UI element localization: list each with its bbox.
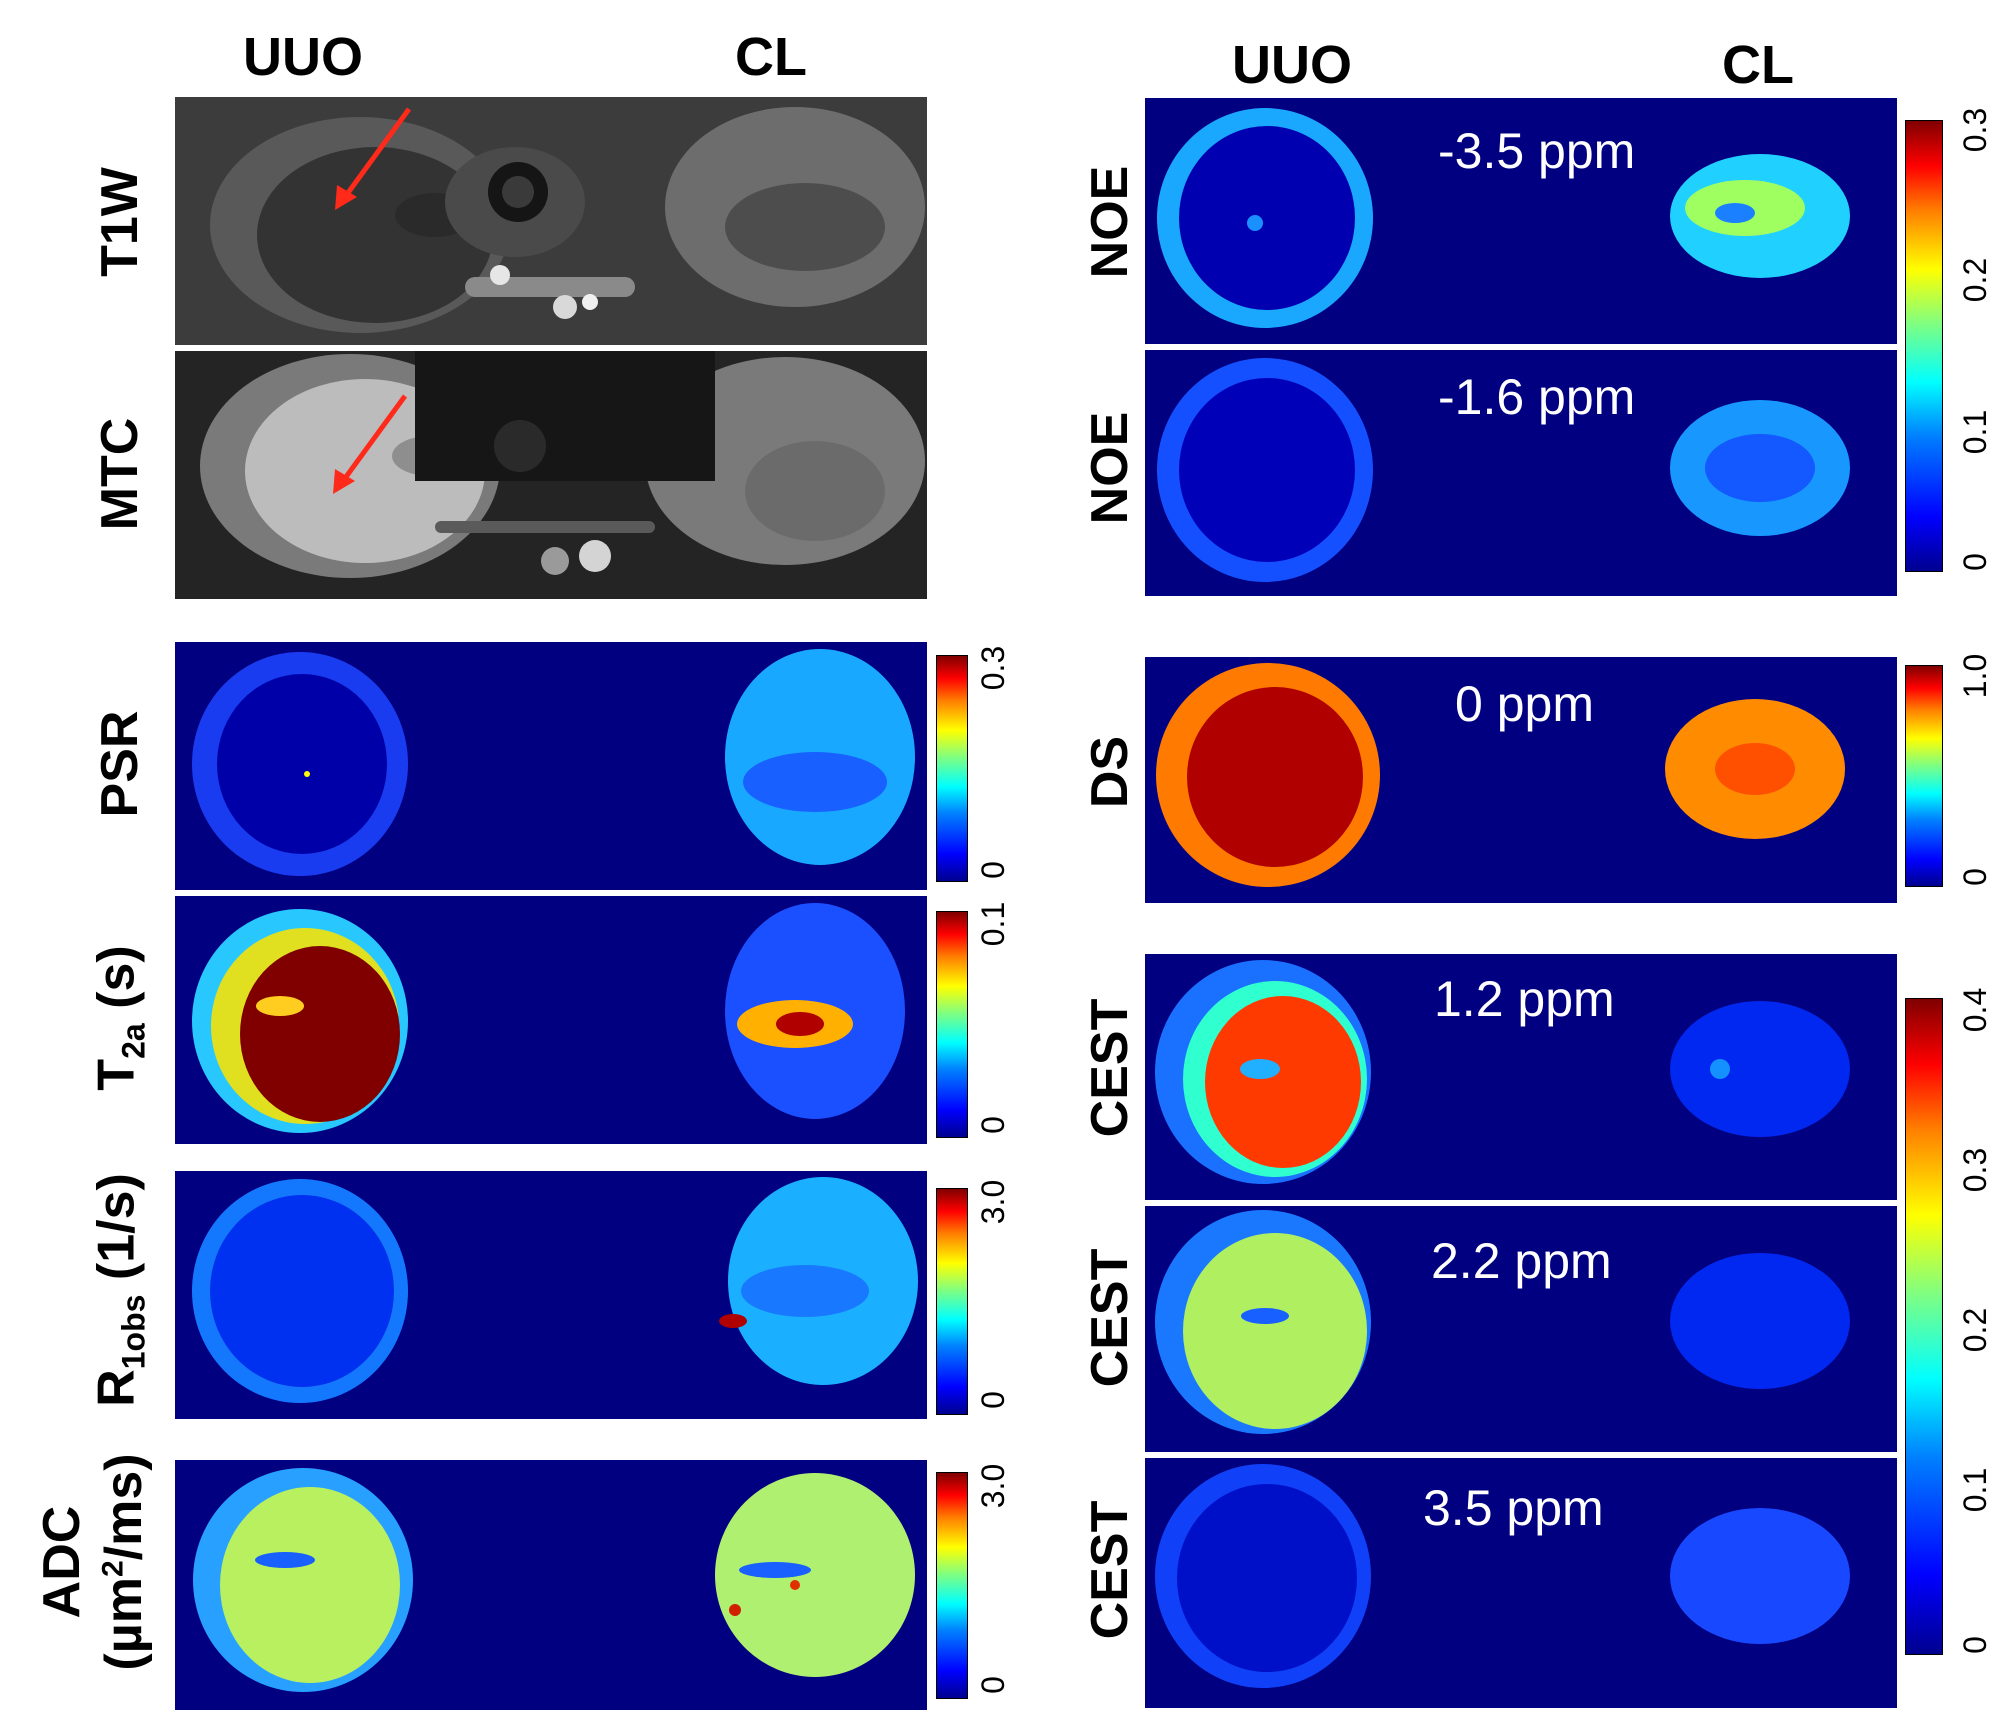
- colorbar-adc-min: 0: [975, 1676, 1011, 1694]
- colorbar-r1obs-min: 0: [975, 1391, 1011, 1409]
- ds-map: [1156, 663, 1845, 887]
- colorbar-t2a-max: 0.1: [975, 901, 1011, 947]
- left-col-header-cl: CL: [735, 27, 807, 87]
- noe-2-map: [1157, 358, 1850, 582]
- ppm-label-cest-1: 1.2 ppm: [1434, 971, 1615, 1027]
- colorbar-psr-min: 0: [975, 861, 1011, 879]
- left-col-header-uuo: UUO: [243, 27, 363, 87]
- colorbar-cest-tick-1: 0.1: [1957, 1467, 1993, 1513]
- ppm-label-ds: 0 ppm: [1455, 676, 1594, 732]
- colorbar-cest-tick-4: 0.4: [1957, 987, 1993, 1033]
- t2a-map: [192, 903, 905, 1133]
- adc-map: [193, 1468, 915, 1692]
- ppm-label-cest-3: 3.5 ppm: [1423, 1480, 1604, 1536]
- row-label-r1obs: R1obs (1/s): [87, 1173, 152, 1407]
- row-label-adc-unit: (µm2/ms): [95, 1453, 153, 1671]
- colorbar-psr-max: 0.3: [975, 645, 1011, 691]
- colorbar-cest-tick-0: 0: [1957, 1636, 1993, 1654]
- r1obs-unit: (1/s): [87, 1173, 146, 1281]
- colorbar-noe-tick-1: 0.1: [1957, 409, 1993, 455]
- colorbar-r1obs-max: 3.0: [975, 1179, 1011, 1225]
- row-label-ds: DS: [1081, 735, 1139, 809]
- adc-unit-post: /ms): [95, 1453, 153, 1561]
- t2a-sub: 2a: [115, 1023, 152, 1059]
- r1obs-main: R: [87, 1369, 146, 1407]
- t2a-main: T: [87, 1058, 146, 1091]
- panel-cest-1: 1.2 ppm: [1145, 954, 1897, 1200]
- colorbar-t2a-min: 0: [975, 1116, 1011, 1134]
- colorbar-noe: [1905, 120, 1943, 572]
- row-label-cest-1: CEST: [1081, 998, 1139, 1138]
- panel-noe-2: -1.6 ppm: [1145, 350, 1897, 596]
- colorbar-ds-max: 1.0: [1957, 653, 1993, 699]
- t2a-unit: (s): [87, 945, 146, 1009]
- colorbar-noe-tick-3: 0.3: [1957, 107, 1993, 153]
- row-label-noe-1: NOE: [1081, 165, 1139, 279]
- panel-t1w: [175, 97, 927, 345]
- colorbar-r1obs: [936, 1188, 968, 1415]
- colorbar-ds: [1905, 665, 1943, 887]
- colorbar-psr: [936, 655, 968, 882]
- panel-ds: 0 ppm: [1145, 657, 1897, 903]
- t1w-image: [175, 97, 927, 345]
- row-label-noe-2: NOE: [1081, 411, 1139, 525]
- panel-cest-3: 3.5 ppm: [1145, 1458, 1897, 1708]
- colorbar-ds-min: 0: [1957, 868, 1993, 886]
- colorbar-noe-tick-0: 0: [1957, 553, 1993, 571]
- colorbar-cest-tick-3: 0.3: [1957, 1147, 1993, 1193]
- panel-noe-1: -3.5 ppm: [1145, 98, 1897, 344]
- r1obs-sub: 1obs: [115, 1294, 152, 1370]
- adc-unit-pre: (µm: [95, 1577, 153, 1671]
- ppm-label-cest-2: 2.2 ppm: [1431, 1233, 1612, 1289]
- right-col-header-uuo: UUO: [1232, 35, 1352, 95]
- panel-r1obs: [175, 1171, 927, 1419]
- psr-map: [192, 649, 915, 876]
- cest-3-map: [1155, 1464, 1850, 1688]
- colorbar-t2a: [936, 911, 968, 1138]
- row-label-adc: ADC: [33, 1505, 91, 1619]
- cest-1-map: [1155, 960, 1850, 1184]
- noe-1-map: [1157, 108, 1850, 328]
- colorbar-adc: [936, 1472, 968, 1699]
- colorbar-noe-tick-2: 0.2: [1957, 257, 1993, 303]
- panel-t2a: [175, 896, 927, 1144]
- colorbar-cest-tick-2: 0.2: [1957, 1307, 1993, 1353]
- panel-adc: [175, 1460, 927, 1710]
- r1obs-map: [192, 1177, 918, 1403]
- ppm-label-noe-2: -1.6 ppm: [1438, 369, 1636, 425]
- mtc-image: [175, 351, 927, 599]
- adc-unit-sup: 2: [96, 1560, 130, 1578]
- colorbar-adc-max: 3.0: [975, 1463, 1011, 1509]
- right-col-header-cl: CL: [1722, 35, 1794, 95]
- ppm-label-noe-1: -3.5 ppm: [1438, 123, 1636, 179]
- panel-psr: [175, 642, 927, 890]
- row-label-psr: PSR: [91, 710, 149, 818]
- row-label-cest-2: CEST: [1081, 1248, 1139, 1388]
- row-label-cest-3: CEST: [1081, 1500, 1139, 1640]
- panel-cest-2: 2.2 ppm: [1145, 1206, 1897, 1452]
- panel-mtc: [175, 351, 927, 599]
- cest-2-map: [1155, 1210, 1850, 1434]
- row-label-mtc: MTC: [91, 417, 149, 531]
- row-label-t2a: T2a (s): [87, 945, 152, 1091]
- colorbar-cest: [1905, 998, 1943, 1655]
- row-label-t1w: T1W: [91, 167, 149, 277]
